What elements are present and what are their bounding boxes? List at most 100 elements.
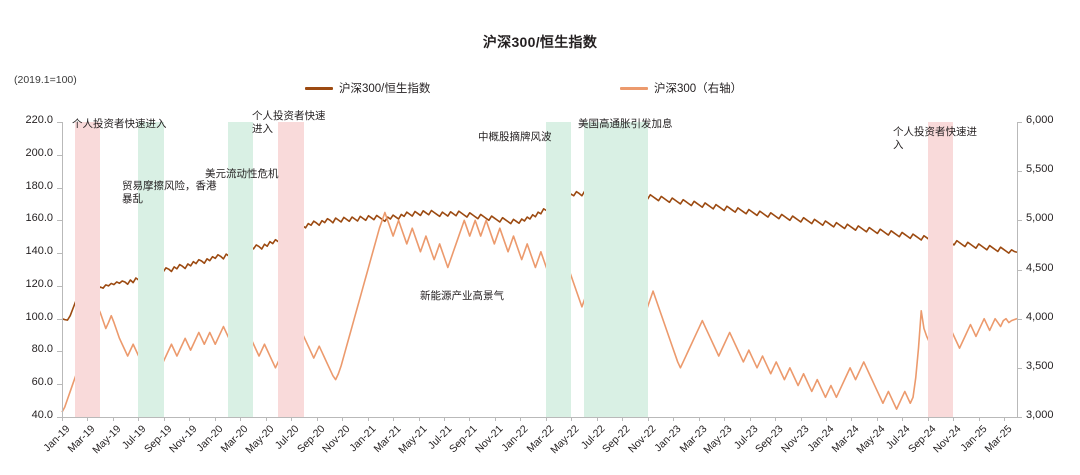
- series-line-csi300: [61, 211, 1018, 413]
- x-tick: [979, 417, 980, 421]
- y-tick-label-left: 60.0: [31, 376, 53, 389]
- y-tick-right: [1017, 368, 1022, 369]
- series-line-ratio: [61, 189, 1018, 321]
- y-axis-right: [1017, 122, 1018, 417]
- x-tick: [622, 417, 623, 421]
- x-tick: [826, 417, 827, 421]
- x-tick: [291, 417, 292, 421]
- x-tick: [877, 417, 878, 421]
- y-tick-label-right: 5,500: [1026, 163, 1054, 176]
- y-tick-left: [57, 351, 62, 352]
- y-tick-left: [57, 286, 62, 287]
- x-tick: [164, 417, 165, 421]
- y-tick-label-left: 220.0: [25, 114, 53, 126]
- y-tick-right: [1017, 171, 1022, 172]
- y-tick-right: [1017, 122, 1022, 123]
- y-tick-right: [1017, 220, 1022, 221]
- x-tick: [673, 417, 674, 421]
- highlight-band-retail-inflow-2020: [278, 122, 304, 417]
- y-tick-label-left: 40.0: [31, 409, 53, 421]
- y-tick-label-left: 160.0: [25, 212, 53, 225]
- y-tick-left: [57, 384, 62, 385]
- x-tick: [571, 417, 572, 421]
- x-tick: [902, 417, 903, 421]
- chart-annotation: 美元流动性危机: [205, 168, 279, 180]
- x-tick: [648, 417, 649, 421]
- plot-area: [61, 122, 1018, 417]
- chart-legend: 沪深300/恒生指数 沪深300（右轴）: [0, 80, 1080, 98]
- x-tick: [240, 417, 241, 421]
- x-tick: [953, 417, 954, 421]
- x-tick: [419, 417, 420, 421]
- y-tick-right: [1017, 270, 1022, 271]
- chart-annotation: 新能源产业高景气: [420, 290, 504, 302]
- highlight-band-usd-liquidity-2020: [227, 122, 253, 417]
- x-tick: [1004, 417, 1005, 421]
- y-tick-label-right: 4,500: [1026, 261, 1054, 274]
- y-tick-label-left: 200.0: [25, 146, 53, 159]
- x-axis: [62, 417, 1017, 418]
- highlight-band-trade-friction-2019: [138, 122, 164, 417]
- y-tick-label-left: 120.0: [25, 277, 53, 290]
- chart-annotation: 中概股摘牌风波: [478, 131, 552, 143]
- y-tick-left: [57, 188, 62, 189]
- x-tick: [266, 417, 267, 421]
- unit-note: (2019.1=100): [14, 74, 77, 86]
- y-tick-left: [57, 220, 62, 221]
- y-tick-label-right: 4,000: [1026, 310, 1054, 323]
- y-tick-label-right: 5,000: [1026, 212, 1054, 225]
- highlight-band-retail-inflow-2024: [927, 122, 954, 417]
- legend-item-ratio[interactable]: 沪深300/恒生指数: [305, 80, 430, 96]
- y-tick-label-left: 100.0: [25, 310, 53, 323]
- legend-swatch-ratio: [305, 86, 333, 90]
- chart-annotation: 个人投资者快速 进入: [252, 110, 326, 136]
- x-tick: [520, 417, 521, 421]
- legend-swatch-csi300: [620, 86, 648, 90]
- x-tick: [495, 417, 496, 421]
- chart-annotation: 个人投资者快速进 入: [893, 126, 977, 152]
- x-tick: [444, 417, 445, 421]
- x-tick: [393, 417, 394, 421]
- y-axis-left: [62, 122, 63, 417]
- highlight-band-us-inflation-2022: [584, 122, 648, 417]
- y-tick-left: [57, 122, 62, 123]
- x-tick: [597, 417, 598, 421]
- x-tick: [342, 417, 343, 421]
- chart-annotation: 个人投资者快速进入: [72, 118, 167, 130]
- y-tick-label-right: 3,500: [1026, 359, 1054, 372]
- y-tick-label-left: 80.0: [31, 343, 53, 356]
- y-tick-left: [57, 155, 62, 156]
- x-tick: [189, 417, 190, 421]
- x-tick: [317, 417, 318, 421]
- chart-annotation: 美国高通胀引发加息: [578, 118, 673, 130]
- legend-label-ratio: 沪深300/恒生指数: [339, 83, 431, 95]
- x-tick: [801, 417, 802, 421]
- x-tick: [928, 417, 929, 421]
- x-tick: [215, 417, 216, 421]
- y-tick-label-right: 6,000: [1026, 114, 1054, 126]
- x-tick: [775, 417, 776, 421]
- x-tick: [368, 417, 369, 421]
- x-tick: [750, 417, 751, 421]
- chart-title: 沪深300/恒生指数: [482, 34, 598, 50]
- y-tick-left: [57, 319, 62, 320]
- x-tick: [724, 417, 725, 421]
- y-tick-left: [57, 417, 62, 418]
- y-tick-label-left: 140.0: [25, 245, 53, 258]
- y-tick-right: [1017, 417, 1022, 418]
- x-tick: [469, 417, 470, 421]
- y-tick-right: [1017, 319, 1022, 320]
- y-tick-left: [57, 253, 62, 254]
- y-tick-label-right: 3,000: [1026, 409, 1054, 421]
- y-tick-label-left: 180.0: [25, 179, 53, 192]
- highlight-band-retail-inflow-2019: [74, 122, 101, 417]
- legend-item-csi300[interactable]: 沪深300（右轴）: [620, 80, 742, 96]
- x-tick: [546, 417, 547, 421]
- chart-annotation: 贸易摩擦风险，香港 暴乱: [122, 180, 217, 206]
- highlight-band-adr-delisting-2022: [545, 122, 572, 417]
- series-canvas: [61, 189, 1018, 413]
- x-tick: [138, 417, 139, 421]
- x-tick: [113, 417, 114, 421]
- x-tick: [851, 417, 852, 421]
